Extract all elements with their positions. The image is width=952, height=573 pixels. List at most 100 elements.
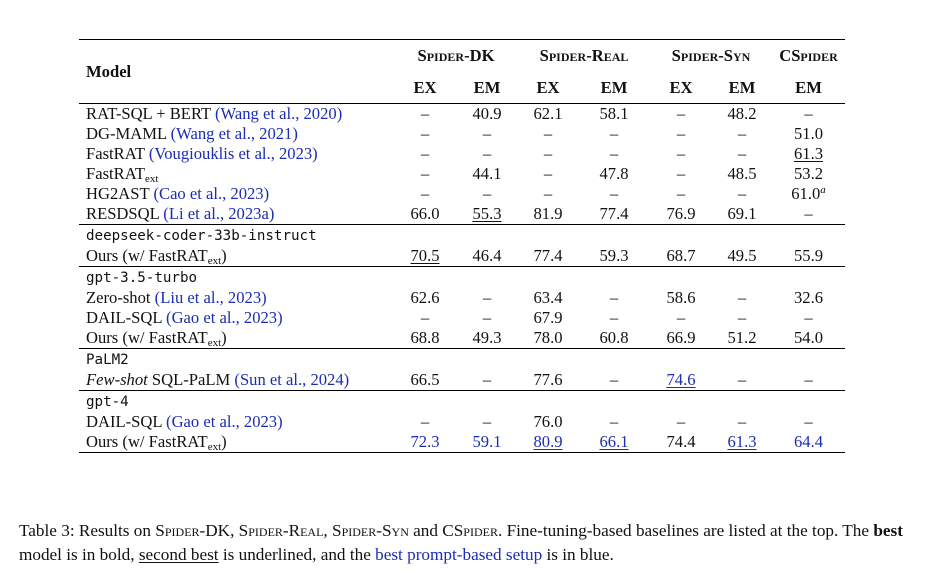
cell: – bbox=[676, 308, 686, 327]
cell: – bbox=[650, 103, 712, 124]
model-name: Zero-shot (Liu et al., 2023) bbox=[86, 288, 267, 307]
citation-link[interactable]: (Gao et al., 2023) bbox=[166, 308, 283, 327]
model-name: Ours (w/ FastRAText) bbox=[86, 246, 227, 267]
cell: – bbox=[420, 412, 430, 431]
cell: – bbox=[482, 124, 492, 143]
header-metric: EM bbox=[600, 77, 628, 97]
section-label-row: deepseek-coder-33b-instruct bbox=[79, 224, 845, 246]
cell: 66.5 bbox=[410, 370, 440, 389]
cell: 53.2 bbox=[793, 164, 824, 183]
citation-link[interactable]: (Cao et al., 2023) bbox=[153, 184, 270, 203]
cell-second-best: 55.3 bbox=[472, 204, 502, 223]
header-metric: EM bbox=[473, 77, 501, 97]
cell: 77.6 bbox=[533, 370, 563, 389]
cell: 68.7 bbox=[666, 246, 696, 265]
model-name: Ours (w/ FastRAText) bbox=[86, 328, 227, 349]
table-row: Few-shot SQL-PaLM (Sun et al., 2024) 66.… bbox=[79, 370, 845, 391]
citation-link[interactable]: (Vougiouklis et al., 2023) bbox=[148, 144, 318, 163]
header-spider-syn: Spider-Syn bbox=[650, 39, 772, 73]
cell: 51.2 bbox=[727, 328, 757, 347]
model-name: FastRAText bbox=[86, 164, 159, 185]
cell: – bbox=[482, 144, 492, 163]
cell: 54.0 bbox=[793, 328, 824, 347]
cell: – bbox=[737, 184, 747, 203]
cell: – bbox=[482, 288, 492, 307]
cell-best-prompt: 74.6 bbox=[666, 370, 696, 389]
cell: – bbox=[737, 412, 747, 431]
cell: 49.5 bbox=[727, 246, 757, 265]
cell: 66.9 bbox=[666, 328, 696, 347]
table-row: DAIL-SQL (Gao et al., 2023) – – 76.0 – –… bbox=[79, 412, 845, 432]
cell: – bbox=[676, 184, 686, 203]
citation-link[interactable]: (Wang et al., 2021) bbox=[170, 124, 298, 143]
section-label-row: gpt-3.5-turbo bbox=[79, 266, 845, 288]
table-row: Zero-shot (Liu et al., 2023) 62.6 – 63.4… bbox=[79, 288, 845, 308]
section-label: gpt-3.5-turbo bbox=[86, 270, 198, 286]
citation-link[interactable]: (Li et al., 2023a) bbox=[163, 204, 275, 223]
cell-best-prompt: 61.3 bbox=[712, 432, 772, 453]
table-row: Ours (w/ FastRAText) 72.3 59.1 80.9 66.1… bbox=[79, 432, 845, 453]
header-spider-dk: Spider-DK bbox=[394, 39, 518, 73]
cell-best-prompt: 64.4 bbox=[772, 432, 845, 453]
header-metric: EX bbox=[669, 77, 693, 97]
cell-best: 76.9 bbox=[666, 204, 696, 223]
cell: – bbox=[676, 412, 686, 431]
table-row: Ours (w/ FastRAText) 70.5 46.4 77.4 59.3… bbox=[79, 246, 845, 267]
cell: – bbox=[394, 103, 456, 124]
section-label-row: PaLM2 bbox=[79, 348, 845, 370]
cell: – bbox=[420, 164, 430, 183]
cell-best-prompt: 66.1 bbox=[578, 432, 650, 453]
cell: 48.2 bbox=[712, 103, 772, 124]
cell-second-best: 70.5 bbox=[410, 246, 440, 265]
footnote-marker: a bbox=[820, 184, 826, 196]
cell: 68.8 bbox=[410, 328, 440, 347]
cell: 60.8 bbox=[599, 328, 629, 347]
cell: – bbox=[543, 164, 553, 183]
cell-best: 77.4 bbox=[599, 204, 629, 223]
cell: – bbox=[482, 412, 492, 431]
cell: – bbox=[804, 204, 813, 223]
cell: – bbox=[609, 184, 619, 203]
cell: 78.0 bbox=[533, 328, 563, 347]
results-table: Model Spider-DK Spider-Real Spider-Syn C… bbox=[79, 39, 845, 453]
section-label: PaLM2 bbox=[86, 352, 129, 368]
cell: – bbox=[543, 184, 553, 203]
cell: – bbox=[420, 144, 430, 163]
cell: 77.4 bbox=[533, 246, 563, 265]
cell: 40.9 bbox=[456, 103, 518, 124]
cell: – bbox=[676, 164, 686, 183]
model-name: FastRAT (Vougiouklis et al., 2023) bbox=[86, 144, 318, 163]
cell: 74.4 bbox=[650, 432, 712, 453]
cell: 61.0a bbox=[791, 184, 826, 203]
header-metric: EX bbox=[536, 77, 560, 97]
cell: 67.9 bbox=[533, 308, 563, 327]
cell: 58.1 bbox=[578, 103, 650, 124]
cell: – bbox=[804, 412, 813, 431]
model-name: DG-MAML (Wang et al., 2021) bbox=[86, 124, 298, 143]
citation-link[interactable]: (Gao et al., 2023) bbox=[166, 412, 283, 431]
cell: – bbox=[420, 184, 430, 203]
citation-link[interactable]: (Wang et al., 2020) bbox=[215, 104, 343, 123]
table-row: FastRAT (Vougiouklis et al., 2023) – – –… bbox=[79, 144, 845, 164]
table-row: Ours (w/ FastRAText) 68.8 49.3 78.0 60.8… bbox=[79, 328, 845, 349]
table-row: HG2AST (Cao et al., 2023) – – – – – – 61… bbox=[79, 184, 845, 204]
header-metric: EX bbox=[413, 77, 437, 97]
cell: – bbox=[482, 184, 492, 203]
cell-best-prompt: 80.9 bbox=[518, 432, 578, 453]
header-metric: EM bbox=[728, 77, 756, 97]
cell: – bbox=[420, 124, 430, 143]
cell: 62.1 bbox=[518, 103, 578, 124]
cell: – bbox=[543, 144, 553, 163]
model-name: Ours (w/ FastRAText) bbox=[79, 432, 394, 453]
cell: 32.6 bbox=[793, 288, 824, 307]
cell: – bbox=[737, 308, 747, 327]
citation-link[interactable]: (Liu et al., 2023) bbox=[154, 288, 267, 307]
citation-link[interactable]: (Sun et al., 2024) bbox=[234, 370, 350, 389]
cell: – bbox=[676, 124, 686, 143]
cell: 44.1 bbox=[472, 164, 502, 183]
cell: – bbox=[609, 288, 619, 307]
model-name: HG2AST (Cao et al., 2023) bbox=[86, 184, 270, 203]
header-spider-real: Spider-Real bbox=[518, 39, 650, 73]
cell: – bbox=[482, 308, 492, 327]
cell: – bbox=[420, 308, 430, 327]
